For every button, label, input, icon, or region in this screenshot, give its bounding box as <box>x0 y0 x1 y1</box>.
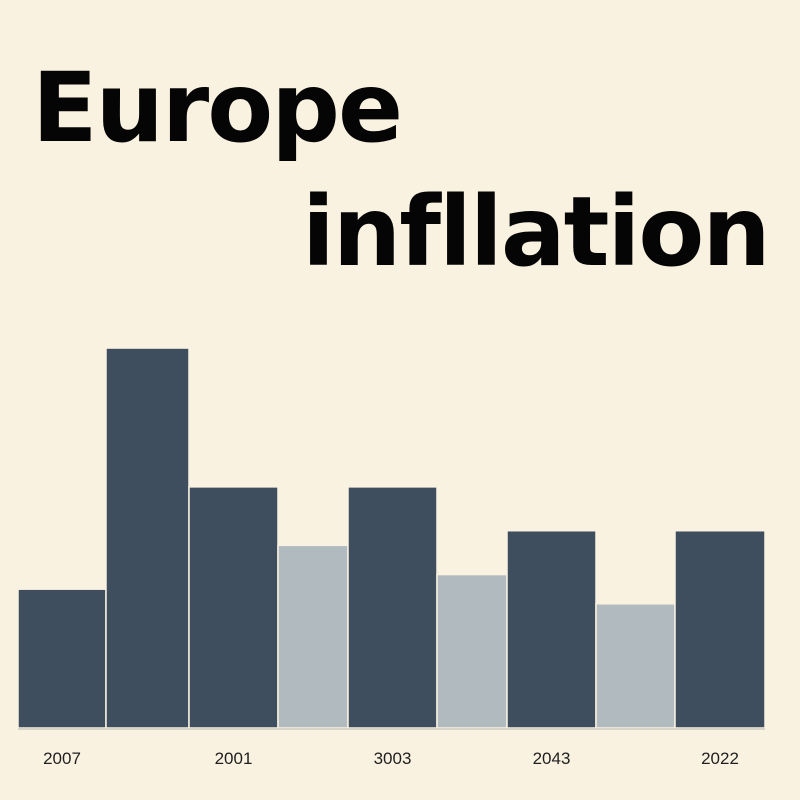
bar-1 <box>105 347 190 729</box>
bar-5 <box>436 573 508 729</box>
x-tick-label-0: 2007 <box>43 749 81 768</box>
bars-layer <box>17 347 766 729</box>
bar-0 <box>17 588 107 729</box>
x-tick-label-8: 2022 <box>701 749 739 768</box>
chart-title-line-1: Europe <box>32 52 403 164</box>
chart-title-line-2: infllation <box>302 176 771 288</box>
bar-2 <box>188 486 279 729</box>
x-tick-label-6: 2043 <box>533 749 571 768</box>
bar-7 <box>595 603 676 729</box>
bar-3 <box>277 544 349 729</box>
x-tick-label-4: 3003 <box>374 749 412 768</box>
x-tick-label-2: 2001 <box>215 749 253 768</box>
bar-6 <box>506 529 597 729</box>
bar-4 <box>347 486 438 729</box>
x-axis-labels: 2007 2001 3003 2043 2022 <box>43 749 739 768</box>
bar-8 <box>674 529 766 729</box>
